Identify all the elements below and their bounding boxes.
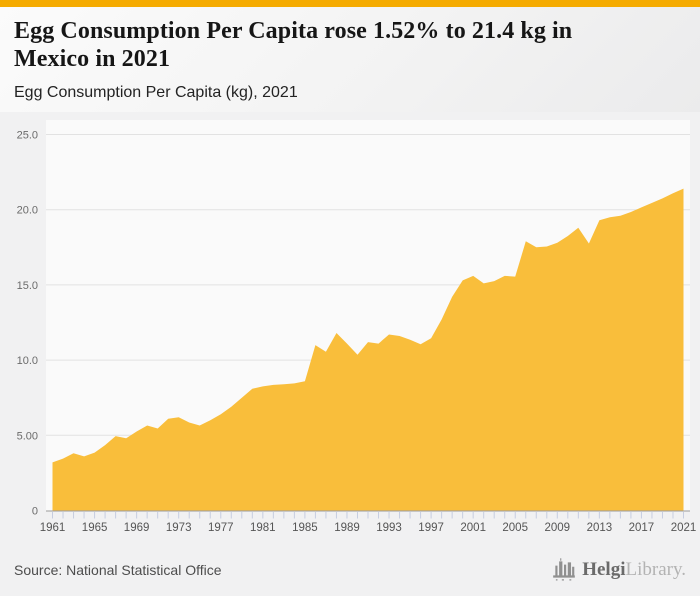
chart-footer: Source: National Statistical Office Helg… bbox=[0, 552, 700, 596]
svg-text:10.0: 10.0 bbox=[17, 355, 38, 367]
svg-text:1985: 1985 bbox=[292, 522, 318, 534]
svg-text:2017: 2017 bbox=[629, 522, 655, 534]
area-series bbox=[52, 188, 684, 511]
svg-text:1997: 1997 bbox=[418, 522, 444, 534]
svg-text:15.0: 15.0 bbox=[17, 280, 38, 292]
chart-header: Egg Consumption Per Capita rose 1.52% to… bbox=[0, 7, 700, 112]
svg-text:0: 0 bbox=[32, 506, 38, 518]
svg-text:1965: 1965 bbox=[82, 522, 108, 534]
logo-name: Helgi bbox=[582, 559, 626, 580]
accent-top-bar bbox=[0, 0, 700, 7]
svg-text:2021: 2021 bbox=[671, 522, 697, 534]
svg-text:1981: 1981 bbox=[250, 522, 276, 534]
svg-text:2013: 2013 bbox=[587, 522, 613, 534]
svg-text:2001: 2001 bbox=[460, 522, 486, 534]
svg-text:1973: 1973 bbox=[166, 522, 192, 534]
svg-text:2009: 2009 bbox=[545, 522, 571, 534]
svg-text:1993: 1993 bbox=[376, 522, 402, 534]
svg-text:5.00: 5.00 bbox=[17, 430, 38, 442]
egg-consumption-area-chart: 0 5.00 10.0 15.0 20.0 25.0 1961 1965 1969 1973 197… bbox=[17, 120, 697, 534]
logo-wordmark: HelgiLibrary. bbox=[582, 559, 686, 581]
helgi-library-logo[interactable]: HelgiLibrary. bbox=[551, 557, 686, 583]
logo-suffix: Library. bbox=[625, 559, 687, 580]
source-label: Source: National Statistical Office bbox=[14, 562, 222, 578]
svg-text:2005: 2005 bbox=[502, 522, 528, 534]
svg-text:1961: 1961 bbox=[40, 522, 66, 534]
svg-text:1977: 1977 bbox=[208, 522, 234, 534]
page-title: Egg Consumption Per Capita rose 1.52% to… bbox=[14, 18, 573, 73]
svg-text:1989: 1989 bbox=[334, 522, 360, 534]
chart-subtitle: Egg Consumption Per Capita (kg), 2021 bbox=[14, 84, 298, 102]
bridge-icon bbox=[553, 558, 576, 581]
chart-area: 0 5.00 10.0 15.0 20.0 25.0 1961 1965 1969 1973 197… bbox=[0, 112, 700, 552]
svg-text:25.0: 25.0 bbox=[17, 130, 38, 142]
svg-text:1969: 1969 bbox=[124, 522, 150, 534]
svg-text:20.0: 20.0 bbox=[17, 205, 38, 217]
